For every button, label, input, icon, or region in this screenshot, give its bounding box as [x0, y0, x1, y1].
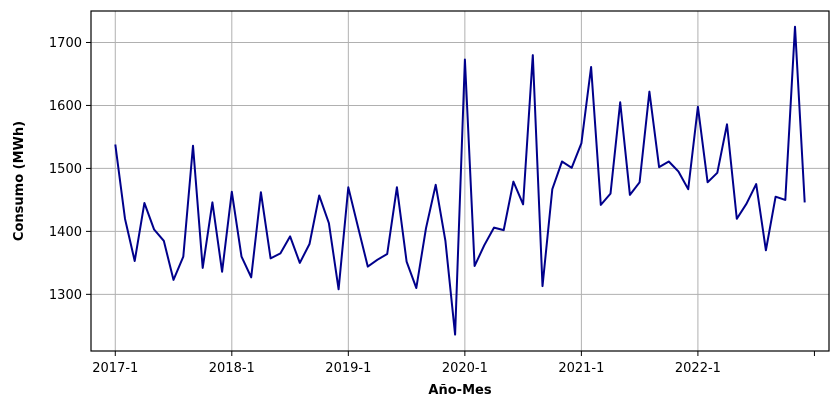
y-tick-label: 1600: [49, 99, 82, 114]
y-axis-ticks: 1300 1400 1500 1600 1700: [49, 36, 91, 303]
x-axis-ticks: 2017-1 2018-1 2019-1 2020-1 2021-1 2022-1: [92, 351, 815, 376]
y-tick-label: 1300: [49, 288, 82, 303]
x-tick-label: 2021-1: [558, 361, 604, 376]
y-tick-label: 1500: [49, 162, 82, 177]
x-tick-label: 2020-1: [442, 361, 488, 376]
series-layer: [114, 25, 806, 336]
x-tick-label: 2019-1: [325, 361, 371, 376]
x-tick-label: 2018-1: [209, 361, 255, 376]
x-tick-label: 2017-1: [92, 361, 138, 376]
x-tick-label: 2022-1: [675, 361, 721, 376]
y-axis-title: Consumo (MWh): [12, 121, 27, 241]
y-tick-label: 1700: [49, 36, 82, 51]
y-tick-label: 1400: [49, 225, 82, 240]
x-axis-title: Año-Mes: [428, 383, 491, 397]
plot-frame: [90, 10, 830, 352]
series-line: [114, 25, 806, 336]
